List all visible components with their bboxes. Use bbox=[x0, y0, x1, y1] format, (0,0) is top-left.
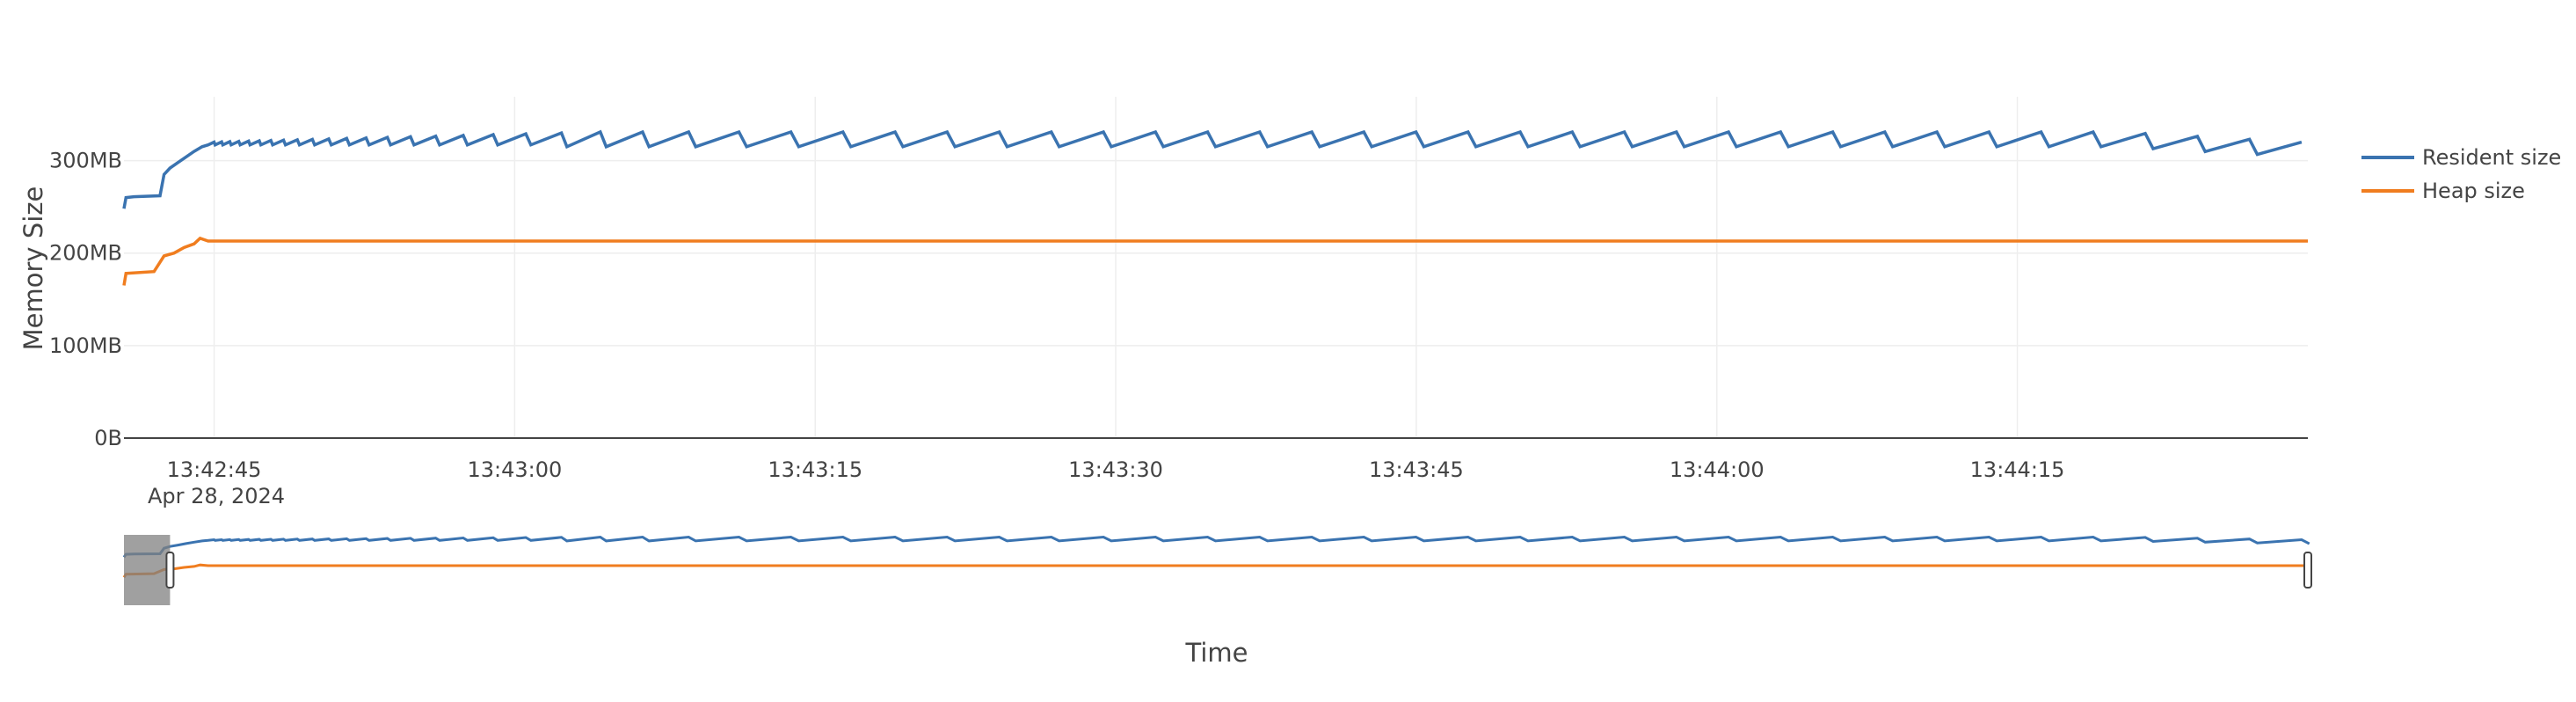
x-tick-label: 13:43:30 bbox=[1068, 457, 1163, 482]
y-tick-label: 300MB bbox=[49, 149, 122, 173]
x-tick-label: 13:43:15 bbox=[768, 457, 862, 482]
y-tick-label: 200MB bbox=[49, 241, 122, 266]
y-tick-label: 100MB bbox=[49, 333, 122, 358]
series-line-resident-size bbox=[122, 129, 2303, 209]
y-axis-title: Memory Size bbox=[18, 186, 48, 351]
range-slider-handle-left[interactable] bbox=[165, 552, 175, 589]
legend: Resident size Heap size bbox=[2361, 145, 2561, 203]
x-tick-label: 13:44:15 bbox=[1970, 457, 2065, 482]
range-slider-mask-left bbox=[124, 535, 171, 605]
x-tick-labels: 13:42:45 13:43:00 13:43:15 13:43:30 13:43:45… bbox=[167, 457, 2065, 482]
y-tick-labels: 0B 100MB 200MB 300MB bbox=[49, 149, 122, 450]
x-tick-label: 13:42:45 bbox=[167, 457, 262, 482]
x-tick-label: 13:43:00 bbox=[467, 457, 562, 482]
date-label: Apr 28, 2024 bbox=[148, 484, 285, 508]
grid-lines bbox=[124, 97, 2308, 438]
y-tick-label: 0B bbox=[94, 426, 122, 450]
series-line-heap-size bbox=[122, 236, 2308, 286]
range-slider-track[interactable] bbox=[124, 535, 2308, 605]
legend-label[interactable]: Heap size bbox=[2422, 179, 2525, 203]
x-axis-title: Time bbox=[1185, 638, 1248, 668]
x-tick-label: 13:44:00 bbox=[1670, 457, 1765, 482]
series-main bbox=[122, 129, 2308, 286]
range-slider[interactable] bbox=[122, 535, 2312, 605]
legend-label[interactable]: Resident size bbox=[2422, 145, 2561, 170]
range-slider-series bbox=[122, 535, 2310, 559]
x-tick-label: 13:43:45 bbox=[1369, 457, 1464, 482]
range-slider-handle-right[interactable] bbox=[2303, 552, 2312, 589]
